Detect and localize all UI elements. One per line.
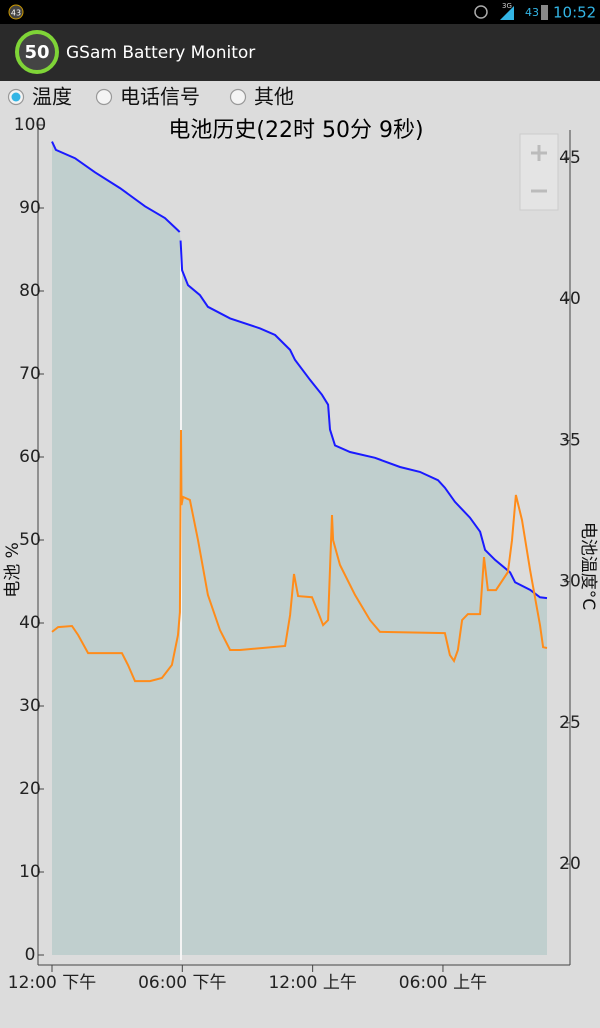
area-fill xyxy=(52,141,547,956)
app-icon[interactable] xyxy=(15,30,59,74)
tab-group: 温度 电话信号 其他 xyxy=(7,85,294,109)
zoom-in[interactable] xyxy=(531,145,547,161)
y-tick-label: 20 xyxy=(19,779,41,799)
y2-axis-title: 电池温度°C xyxy=(578,522,598,610)
y-tick-label: 40 xyxy=(19,613,41,633)
y2-tick-label: 45 xyxy=(559,148,581,168)
notification-text: 43 xyxy=(11,9,21,18)
y-tick-label: 70 xyxy=(19,364,41,384)
y2-tick-label: 35 xyxy=(559,430,581,450)
x-tick-label: 06:00 下午 xyxy=(138,973,226,993)
radio-label[interactable]: 电话信号 xyxy=(120,85,200,109)
battery-icon xyxy=(541,5,548,20)
y-tick-label: 10 xyxy=(19,862,41,882)
y2-tick-label: 20 xyxy=(559,854,581,874)
app-bar xyxy=(0,24,600,81)
clock: 10:52 xyxy=(553,4,596,22)
y-tick-label: 90 xyxy=(19,198,41,218)
chart-title: 电池历史(22时 50分 9秒) xyxy=(168,118,423,143)
network-text: 3G xyxy=(502,2,512,10)
app-title: GSam Battery Monitor xyxy=(66,43,255,63)
radio-label[interactable]: 温度 xyxy=(32,85,72,109)
y-tick-label: 100 xyxy=(14,115,46,135)
y-tick-label: 30 xyxy=(19,696,41,716)
y-tick-label: 0 xyxy=(25,945,36,965)
radio-button[interactable] xyxy=(95,88,113,106)
radio-selected xyxy=(11,92,21,102)
y2-tick-label: 30 xyxy=(559,572,581,592)
y-axis-title: 电池 % xyxy=(3,542,23,598)
series-line xyxy=(51,141,548,600)
y-tick-label: 50 xyxy=(19,530,41,550)
signal-icon xyxy=(500,6,514,20)
chart: 电池历史(22时 50分 9秒) 0 10 20 30 40 50 60 70 80 90 100 20… xyxy=(3,115,598,993)
y2-tick-label: 25 xyxy=(559,713,581,733)
zoom-control xyxy=(519,133,559,211)
app-icon-label: 50 xyxy=(24,42,49,63)
x-tick-label: 12:00 下午 xyxy=(8,973,96,993)
notification-icon xyxy=(8,4,24,20)
y-tick-label: 80 xyxy=(19,281,41,301)
y-tick-label: 60 xyxy=(19,447,41,467)
battery-text: 43 xyxy=(525,6,539,19)
alarm-icon xyxy=(474,5,488,19)
x-tick-label: 12:00 上午 xyxy=(268,973,356,993)
radio-button[interactable] xyxy=(229,88,247,106)
y2-tick-label: 40 xyxy=(559,289,581,309)
series-line xyxy=(51,429,548,683)
radio-label[interactable]: 其他 xyxy=(254,85,294,109)
x-tick-label: 06:00 上午 xyxy=(399,973,487,993)
